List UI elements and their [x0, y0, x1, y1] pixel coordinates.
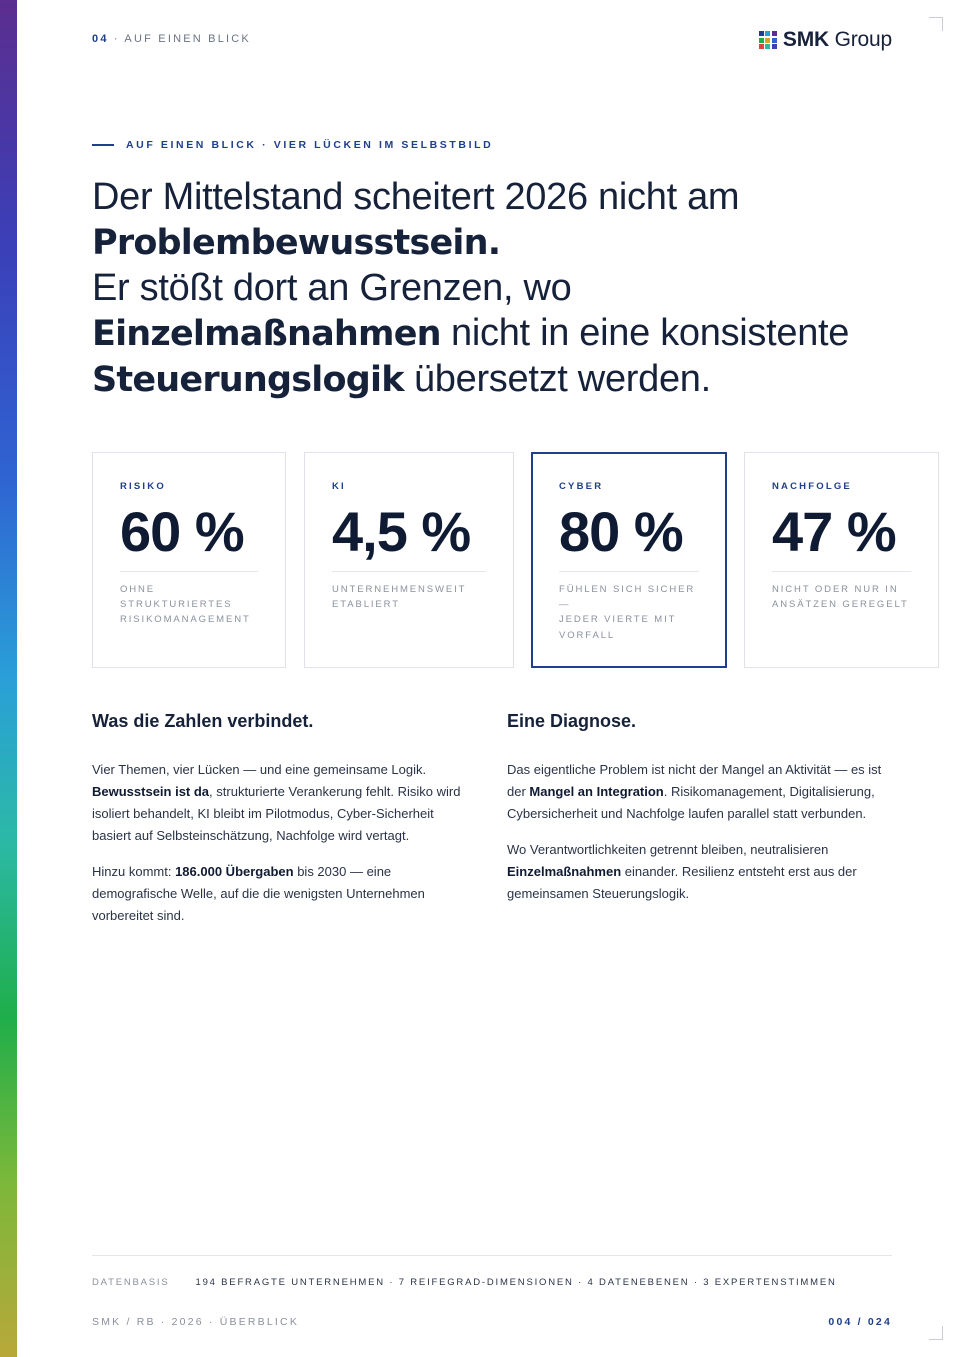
logo-brand: SMK [782, 28, 829, 51]
column-diagnose: Eine Diagnose. Das eigentliche Problem i… [507, 711, 892, 919]
logo-name: Group [834, 28, 893, 51]
stat-value: 47 % [772, 500, 897, 563]
stat-description: OHNE STRUKTURIERTES RISIKOMANAGEMENT [120, 584, 251, 626]
stat-description: FÜHLEN SICH SICHER — JEDER VIERTE MIT VO… [559, 584, 696, 641]
text-run: Vier Themen, vier Lücken — und eine geme… [92, 762, 427, 777]
data-basis-label: DATENBASIS [92, 1277, 170, 1288]
stat-description: UNTERNEHMENSWEIT ETABLIERT [332, 584, 467, 611]
text-run: Hinzu kommt: [92, 864, 176, 879]
column-zahlen: Was die Zahlen verbindet. Vier Themen, v… [92, 711, 464, 941]
column-title: Eine Diagnose. [507, 711, 637, 731]
crop-mark-top-right [929, 17, 943, 31]
page-headline: Der Mittelstand scheitert 2026 nicht am … [92, 175, 892, 403]
stat-divider [772, 571, 911, 572]
stat-value: 80 % [559, 500, 684, 563]
logo-wordmark: SMK Group [783, 28, 892, 52]
text-emphasis: Mangel an Integration [529, 784, 664, 799]
stat-value: 4,5 % [332, 500, 471, 563]
page-header: 04 · AUF EINEN BLICK [92, 33, 251, 45]
document-reference: SMK / RB · 2026 · ÜBERBLICK [92, 1316, 300, 1328]
kicker-rule [92, 144, 114, 146]
logo-square [758, 31, 764, 36]
logo-square [758, 44, 764, 49]
text-run: Wo Verantwortlichkeiten getrennt bleiben… [507, 842, 829, 857]
logo-square [765, 31, 771, 36]
headline-line-3: Er stößt dort an Grenzen, wo [92, 267, 572, 309]
header-separator: · [108, 33, 125, 45]
headline-emphasis-3: Steuerungslogik [92, 360, 404, 400]
stat-card-ki: KI 4,5 % UNTERNEHMENSWEIT ETABLIERT [304, 452, 514, 668]
crop-mark-bottom-right [929, 1326, 943, 1340]
text-run: bis 2030 — eine demografische Welle, auf… [92, 864, 425, 923]
text-emphasis: Bewusstsein ist da [92, 784, 210, 799]
logo-square [758, 37, 764, 43]
kicker-text: AUF EINEN BLICK · VIER LÜCKEN IM SELBSTB… [126, 139, 494, 151]
column-paragraph: Vier Themen, vier Lücken — und eine geme… [92, 759, 464, 847]
stat-divider [559, 571, 699, 572]
text-run: Das eigentliche Problem ist nicht der Ma… [507, 762, 882, 799]
logo-square [765, 44, 771, 49]
logo-square [771, 44, 777, 49]
text-emphasis: Einzelmaßnahmen [507, 864, 622, 879]
text-run: , strukturierte Verankerung fehlt. Risik… [92, 784, 461, 843]
color-gradient-stripe [0, 0, 17, 1357]
stat-card-risiko: RISIKO 60 % OHNE STRUKTURIERTES RISIKOMA… [92, 452, 286, 668]
stat-card-nachfolge: NACHFOLGE 47 % NICHT ODER NUR IN ANSÄTZE… [744, 452, 939, 668]
footer-divider [92, 1255, 892, 1256]
section-title: AUF EINEN BLICK [124, 33, 251, 45]
section-kicker: AUF EINEN BLICK · VIER LÜCKEN IM SELBSTB… [92, 139, 493, 151]
stat-divider [332, 571, 486, 572]
stat-card-cyber: CYBER 80 % FÜHLEN SICH SICHER — JEDER VI… [531, 452, 727, 668]
stat-label: RISIKO [120, 481, 166, 492]
text-emphasis: 186.000 Übergaben [175, 864, 294, 879]
stat-label: NACHFOLGE [772, 481, 852, 492]
stat-value: 60 % [120, 500, 245, 563]
headline-line-5: übersetzt werden. [403, 358, 711, 400]
logo-square [765, 37, 771, 43]
headline-emphasis-1: Problembewusstsein. [92, 223, 501, 263]
text-run: . Risikomanagement, Digitalisierung, Cyb… [507, 784, 875, 821]
chapter-number: 04 [92, 33, 109, 45]
headline-line-1: Der Mittelstand scheitert 2026 nicht am [92, 176, 740, 218]
logo-square [771, 37, 777, 43]
stat-label: CYBER [559, 481, 604, 492]
column-paragraph: Hinzu kommt: 186.000 Übergaben bis 2030 … [92, 861, 464, 927]
page-number: 004 / 024 [828, 1316, 892, 1328]
stat-divider [120, 571, 258, 572]
data-basis: DATENBASIS 194 BEFRAGTE UNTERNEHMEN · 7 R… [92, 1277, 837, 1288]
logo-square [771, 31, 777, 36]
text-run: einander. Resilienz entsteht erst aus de… [507, 864, 857, 901]
data-basis-text: 194 BEFRAGTE UNTERNEHMEN · 7 REIFEGRAD-D… [195, 1277, 837, 1288]
stat-description: NICHT ODER NUR IN ANSÄTZEN GEREGELT [772, 584, 909, 611]
column-paragraph: Wo Verantwortlichkeiten getrennt bleiben… [507, 839, 892, 905]
logo-mark-icon [758, 31, 777, 49]
column-paragraph: Das eigentliche Problem ist nicht der Ma… [507, 759, 892, 825]
stat-label: KI [332, 481, 346, 492]
headline-line-4: nicht in eine konsistente [440, 312, 850, 354]
column-title: Was die Zahlen verbindet. [92, 711, 314, 731]
smk-group-logo: SMK Group [758, 28, 892, 52]
headline-emphasis-2: Einzelmaßnahmen [92, 314, 442, 354]
